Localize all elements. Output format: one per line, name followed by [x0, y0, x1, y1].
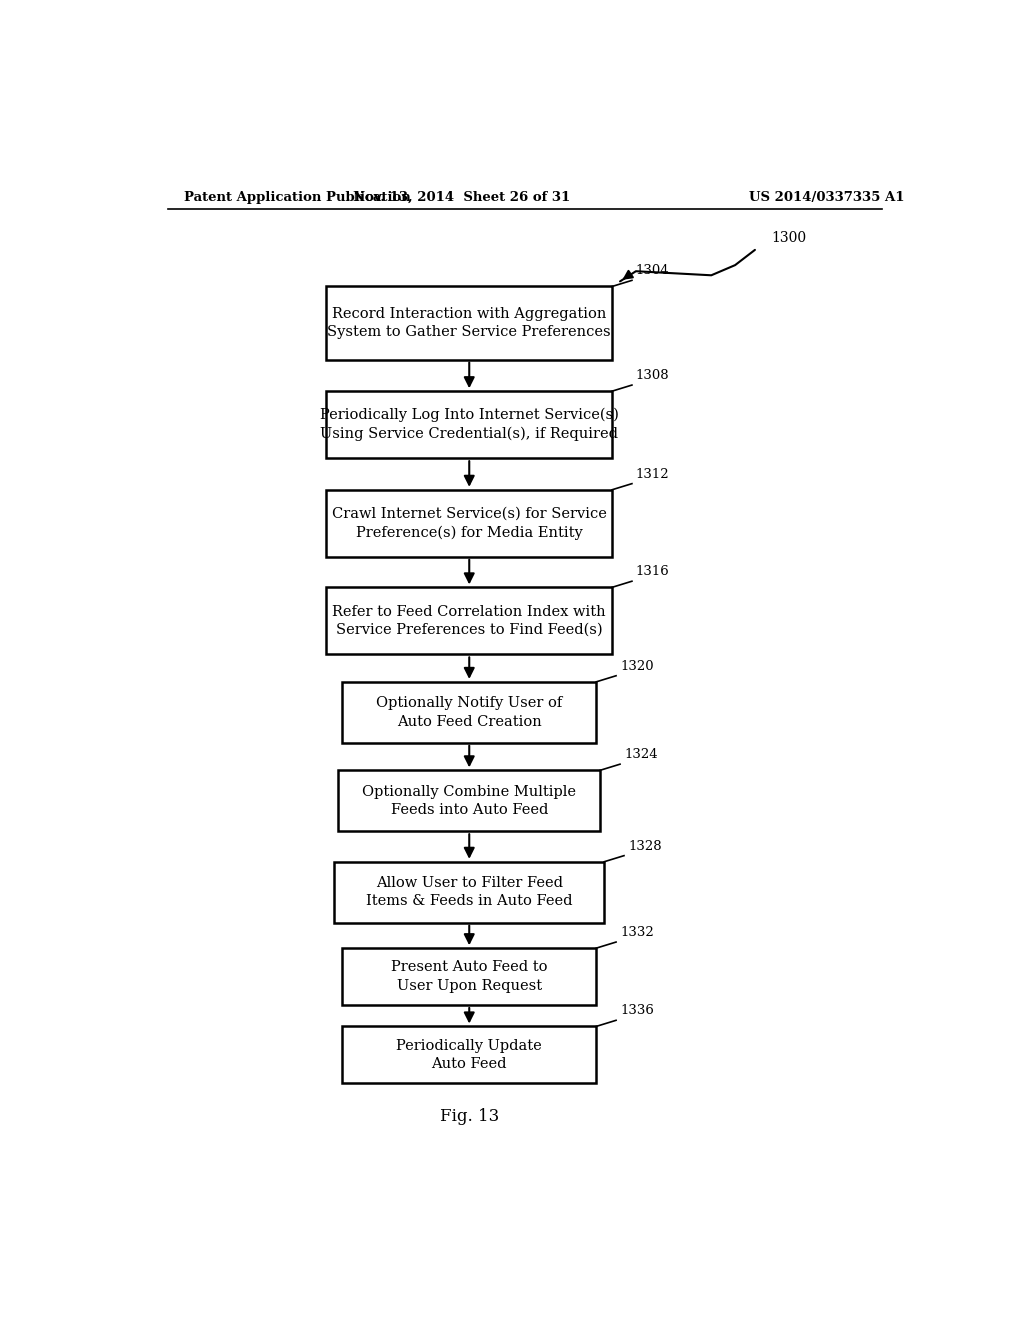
- Text: 1308: 1308: [636, 370, 670, 381]
- Bar: [327, 286, 612, 359]
- Text: 1328: 1328: [628, 840, 662, 853]
- Bar: [327, 391, 612, 458]
- Text: Present Auto Feed to
User Upon Request: Present Auto Feed to User Upon Request: [391, 961, 548, 993]
- Bar: [342, 682, 596, 743]
- Bar: [334, 862, 604, 923]
- Text: US 2014/0337335 A1: US 2014/0337335 A1: [749, 190, 904, 203]
- Text: Allow User to Filter Feed
Items & Feeds in Auto Feed: Allow User to Filter Feed Items & Feeds …: [366, 876, 572, 908]
- Text: Crawl Internet Service(s) for Service
Preference(s) for Media Entity: Crawl Internet Service(s) for Service Pr…: [332, 507, 606, 540]
- Text: Optionally Combine Multiple
Feeds into Auto Feed: Optionally Combine Multiple Feeds into A…: [362, 784, 577, 817]
- Text: Fig. 13: Fig. 13: [439, 1109, 499, 1126]
- Text: Nov. 13, 2014  Sheet 26 of 31: Nov. 13, 2014 Sheet 26 of 31: [352, 190, 570, 203]
- Bar: [327, 490, 612, 557]
- Text: Patent Application Publication: Patent Application Publication: [183, 190, 411, 203]
- Text: 1336: 1336: [620, 1005, 654, 1018]
- Bar: [327, 587, 612, 655]
- Text: 1316: 1316: [636, 565, 670, 578]
- Text: Optionally Notify User of
Auto Feed Creation: Optionally Notify User of Auto Feed Crea…: [376, 696, 562, 729]
- Text: Record Interaction with Aggregation
System to Gather Service Preferences: Record Interaction with Aggregation Syst…: [328, 306, 611, 339]
- Text: Periodically Update
Auto Feed: Periodically Update Auto Feed: [396, 1039, 542, 1071]
- Bar: [338, 771, 600, 832]
- Text: 1312: 1312: [636, 467, 670, 480]
- Text: 1300: 1300: [771, 231, 806, 244]
- Text: 1320: 1320: [620, 660, 653, 673]
- Text: 1332: 1332: [620, 927, 653, 939]
- Bar: [342, 1027, 596, 1084]
- Text: Refer to Feed Correlation Index with
Service Preferences to Find Feed(s): Refer to Feed Correlation Index with Ser…: [333, 605, 606, 638]
- Text: Periodically Log Into Internet Service(s)
Using Service Credential(s), if Requir: Periodically Log Into Internet Service(s…: [319, 408, 618, 441]
- Text: 1304: 1304: [636, 264, 670, 277]
- Bar: [342, 948, 596, 1005]
- Text: 1324: 1324: [624, 748, 657, 762]
